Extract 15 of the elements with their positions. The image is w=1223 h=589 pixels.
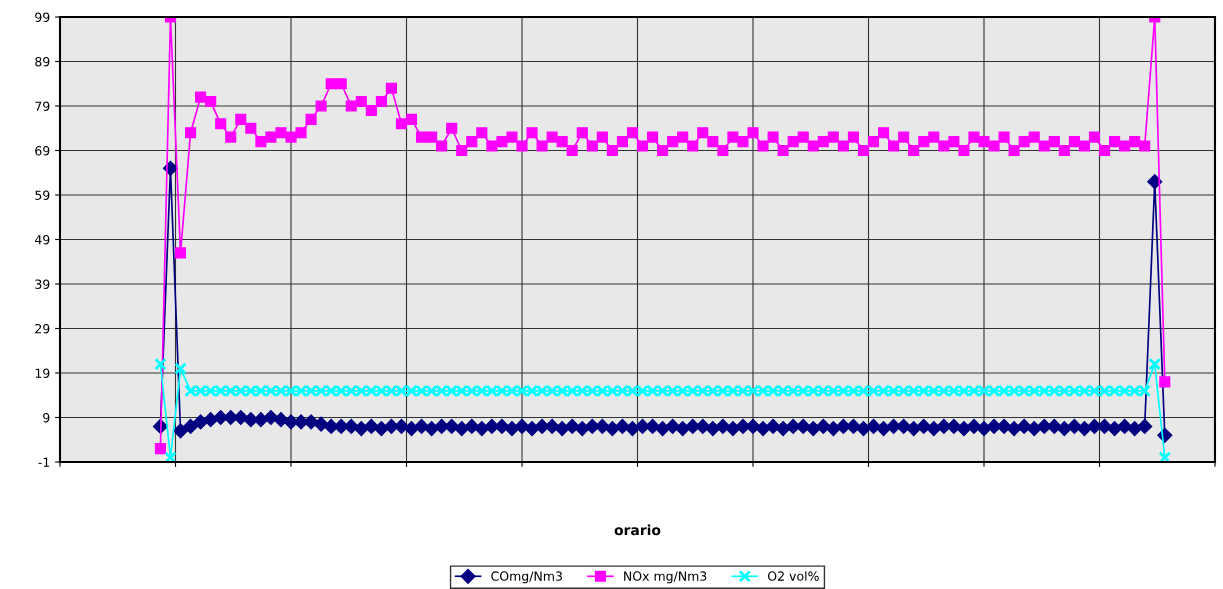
y-tick-label: 79 xyxy=(35,101,50,111)
y-tick-label: 59 xyxy=(35,190,50,200)
y-tick-label: 49 xyxy=(34,234,50,245)
legend-label: COmg/Nm3 xyxy=(491,571,562,584)
y-tick-label: 99 xyxy=(35,12,50,22)
y-tick-label: 69 xyxy=(35,145,50,156)
x-axis-title: orario xyxy=(614,524,661,536)
y-tick-label: -1 xyxy=(38,457,50,467)
y-tick-label: 29 xyxy=(35,323,50,334)
y-tick-label: 89 xyxy=(35,56,50,67)
legend-label: O2 vol% xyxy=(767,571,819,581)
legend-label: NOx mg/Nm3 xyxy=(624,571,707,584)
y-tick-label: 9 xyxy=(43,412,50,423)
y-tick-label: 19 xyxy=(35,368,50,378)
y-tick-label: 39 xyxy=(35,279,50,289)
